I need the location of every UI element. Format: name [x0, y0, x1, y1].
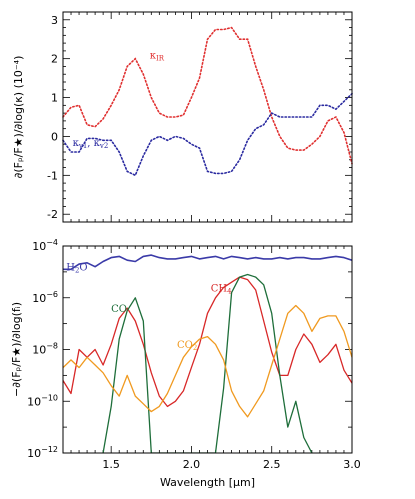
bottom-y-axis-title: −∂(Fₚ/F★)/∂log(fᵢ) [10, 302, 23, 397]
x-tick-label: 1.5 [102, 458, 120, 471]
label-part: κ [150, 51, 157, 62]
bottom-series-label-3: CO2 [177, 340, 197, 352]
label-part: κ [73, 138, 80, 149]
bottom-y-tick-label: 10−6 [32, 290, 58, 305]
bottom-y-tick-label: 10−4 [32, 238, 58, 253]
label-part: CO [177, 340, 193, 351]
bottom-y-tick-label: 10−12 [27, 445, 58, 460]
bottom-series-line-0 [63, 254, 352, 271]
tick-exponent: −6 [46, 290, 58, 299]
top-series-label-0: κIR [150, 51, 165, 63]
tick-base: 10 [32, 240, 46, 253]
top-y-tick-label: 3 [51, 14, 58, 27]
label-part: O [79, 263, 87, 274]
bottom-series-label-1: CH4 [211, 283, 232, 295]
bottom-series [63, 254, 352, 453]
x-tick-label: 2.0 [183, 458, 201, 471]
top-series-line-0 [62, 26, 353, 165]
top-series-label-1: κv1, κv2 [73, 138, 109, 150]
top-y-tick-label: -1 [47, 169, 58, 182]
top-y-tick-label: 1 [51, 92, 58, 105]
top-y-axis-title: ∂(Fₚ/F★)/∂log(κ) (10⁻⁴) [12, 56, 25, 179]
bottom-series-line-2 [102, 273, 313, 453]
tick-base: 10 [32, 292, 46, 305]
bottom-y-tick-label: 10−8 [32, 342, 58, 357]
bottom-series-line-3 [63, 304, 352, 418]
x-tick-label: 3.0 [343, 458, 361, 471]
label-subscript: IR [156, 55, 165, 63]
label-part: κ [94, 138, 101, 149]
top-plot-frame [62, 11, 353, 223]
bottom-series-label-0: H2O [66, 263, 87, 275]
x-axis-title: Wavelength [μm] [160, 476, 255, 489]
bottom-y-tick-label: 10−10 [27, 393, 58, 408]
top-y-tick-labels: -2 -1 0 1 2 3 [47, 14, 58, 221]
top-series [62, 26, 353, 177]
top-series-line-1 [62, 92, 353, 177]
label-subscript: 2 [193, 344, 197, 352]
tick-exponent: −8 [46, 342, 58, 351]
bottom-x-tick-labels: 1.5 2.0 2.5 3.0 [102, 458, 360, 471]
top-y-tick-label: -2 [47, 208, 58, 221]
tick-exponent: −12 [41, 445, 58, 454]
x-tick-label: 2.5 [263, 458, 281, 471]
label-subscript: 4 [227, 287, 232, 295]
top-y-tick-label: 0 [51, 130, 58, 143]
label-subscript: v1 [78, 142, 87, 150]
label-part: H [66, 263, 75, 274]
label-subscript: 2 [75, 267, 79, 275]
label-part: , [87, 138, 93, 149]
bottom-series-line-1 [63, 276, 352, 408]
tick-base: 10 [27, 395, 41, 408]
label-subscript: v2 [99, 142, 108, 150]
tick-base: 10 [32, 344, 46, 357]
label-part: CO [111, 304, 127, 315]
tick-base: 10 [27, 447, 41, 460]
bottom-series-label-2: CO [111, 304, 127, 315]
tick-exponent: −4 [46, 238, 58, 247]
bottom-plot-frame [62, 245, 353, 454]
label-part: CH [211, 283, 228, 294]
bottom-ticks [62, 245, 353, 454]
top-y-tick-label: 2 [51, 53, 58, 66]
tick-exponent: −10 [41, 393, 58, 402]
